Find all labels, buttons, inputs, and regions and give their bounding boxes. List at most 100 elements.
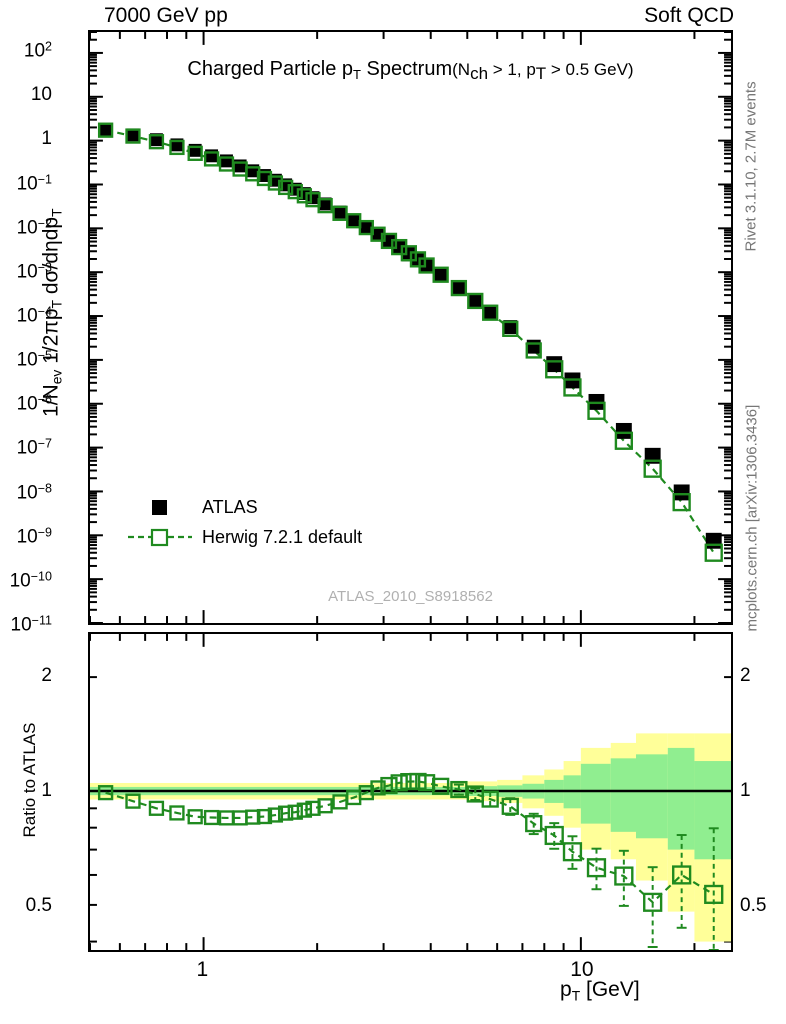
ratio-point-herwig: [544, 825, 564, 846]
data-point-herwig: [277, 179, 294, 196]
data-point-herwig: [169, 139, 185, 156]
data-point-atlas: [126, 128, 140, 142]
data-point-herwig: [97, 122, 114, 138]
ratio-point-herwig: [358, 785, 374, 801]
y-tick-label-main: 10−6: [16, 392, 52, 415]
y-tick-label-ratio: 1: [41, 779, 52, 801]
main-spectrum-panel: [88, 30, 733, 625]
ratio-point-herwig: [450, 780, 468, 799]
data-point-herwig: [450, 279, 468, 297]
data-point-herwig: [418, 257, 435, 274]
data-point-atlas: [99, 123, 113, 137]
ratio-point-herwig: [287, 804, 303, 820]
data-point-herwig: [545, 360, 564, 379]
data-point-atlas: [333, 205, 347, 219]
y-tick-label-main: 10−8: [16, 480, 52, 504]
y-tick-label-ratio: 2: [41, 664, 52, 686]
data-point-herwig: [203, 151, 220, 167]
data-point-herwig: [267, 175, 284, 191]
legend-marker-filled-square-icon: [128, 496, 192, 518]
mcplots-credit: mcplots.cern.ch [arXiv:1306.3436]: [743, 404, 761, 632]
data-point-herwig: [482, 304, 499, 321]
ratio-point-herwig: [296, 802, 313, 818]
ratio-point-herwig: [643, 892, 663, 912]
data-point-herwig: [704, 543, 723, 562]
data-point-atlas: [433, 268, 448, 283]
data-point-herwig: [125, 128, 141, 144]
ratio-panel: [88, 632, 733, 952]
data-point-herwig: [148, 134, 165, 150]
plot-title-cond-pre: (N: [452, 60, 471, 79]
data-point-herwig: [296, 188, 313, 204]
ylabel-sub-ev: ev: [48, 369, 65, 385]
legend-marker-open-square-dashed-icon: [128, 526, 192, 548]
y-tick-label-main: 10−9: [16, 525, 52, 548]
header-beam-energy: 7000 GeV pp: [104, 4, 228, 27]
ratio-point-herwig: [672, 865, 692, 885]
ratio-point-herwig: [317, 798, 333, 814]
ratio-point-herwig: [481, 790, 499, 808]
ratio-point-herwig: [370, 780, 386, 796]
ratio-point-herwig: [203, 809, 220, 826]
ratio-point-herwig: [586, 858, 607, 878]
data-point-herwig: [432, 266, 449, 283]
ratio-point-herwig: [501, 797, 519, 815]
y-tick-label-main: 1: [41, 128, 52, 150]
y-tick-label-main: 10−1: [16, 171, 52, 195]
main-spectrum-svg: [90, 32, 731, 623]
xlabel-sub-t: T: [571, 987, 581, 1004]
legend-entry-mc[interactable]: Herwig 7.2.1 default: [128, 522, 362, 552]
y-tick-label-main: 10−3: [16, 260, 52, 283]
data-point-herwig: [525, 342, 542, 359]
plot-title-main-sub: T: [353, 67, 361, 82]
data-point-herwig: [563, 378, 582, 397]
data-point-atlas: [359, 220, 373, 234]
plot-title-main: Charged Particle p: [187, 58, 354, 80]
y-tick-label-main: 10: [30, 84, 52, 106]
x-tick-label: 10: [570, 958, 594, 981]
ratio-point-herwig: [267, 807, 284, 823]
ratio-panel-svg: [90, 634, 731, 950]
ratio-point-herwig: [380, 776, 398, 795]
ratio-point-herwig: [97, 785, 114, 801]
xlabel-pt: p: [560, 978, 572, 1001]
data-point-atlas: [526, 339, 541, 354]
data-point-atlas: [347, 213, 361, 227]
y-tick-label-ratio-right: 2: [740, 664, 751, 686]
x-axis-label: pT [GeV]: [560, 978, 640, 1003]
legend-label-mc: Herwig 7.2.1 default: [202, 526, 363, 547]
y-tick-label-main: 10−11: [10, 613, 52, 636]
data-point-herwig: [502, 320, 519, 338]
data-point-atlas: [673, 484, 690, 501]
ratio-point-herwig: [169, 805, 185, 821]
y-tick-label-ratio-right: 0.5: [740, 895, 767, 917]
plot-title-cond-mid: > 1, p: [488, 60, 536, 79]
data-point-atlas: [149, 133, 163, 147]
ratio-point-herwig: [525, 815, 543, 833]
ratio-point-herwig: [256, 808, 273, 825]
x-tick-label: 1: [196, 958, 209, 981]
plot-title-cond-sub1: ch: [470, 64, 489, 83]
ratio-point-herwig: [245, 809, 261, 825]
data-point-atlas: [705, 532, 722, 549]
data-point-atlas: [503, 320, 518, 335]
ratio-point-herwig: [432, 777, 450, 795]
data-point-herwig: [672, 493, 691, 512]
rivet-version-credit: Rivet 3.1.10, 2.7M events: [742, 81, 760, 252]
legend-label-data: ATLAS: [202, 496, 258, 517]
ratio-point-herwig: [187, 809, 203, 825]
data-point-herwig: [187, 145, 203, 161]
xlabel-unit: [GeV]: [580, 978, 640, 1001]
plot-title-cond-post: > 0.5 GeV): [546, 60, 634, 79]
plot-title-main-rest: Spectrum: [360, 58, 453, 80]
header-analysis-category: Soft QCD: [644, 4, 734, 27]
plot-title-cond-sub2: T: [535, 64, 547, 83]
legend-entry-data[interactable]: ATLAS: [128, 492, 362, 522]
data-point-herwig: [643, 459, 662, 478]
y-tick-label-ratio: 0.5: [25, 895, 52, 917]
ratio-point-herwig: [562, 842, 583, 862]
ratio-point-herwig: [277, 805, 294, 821]
ratio-point-herwig: [400, 772, 418, 791]
ratio-point-herwig: [614, 866, 634, 886]
data-point-atlas: [419, 259, 434, 274]
